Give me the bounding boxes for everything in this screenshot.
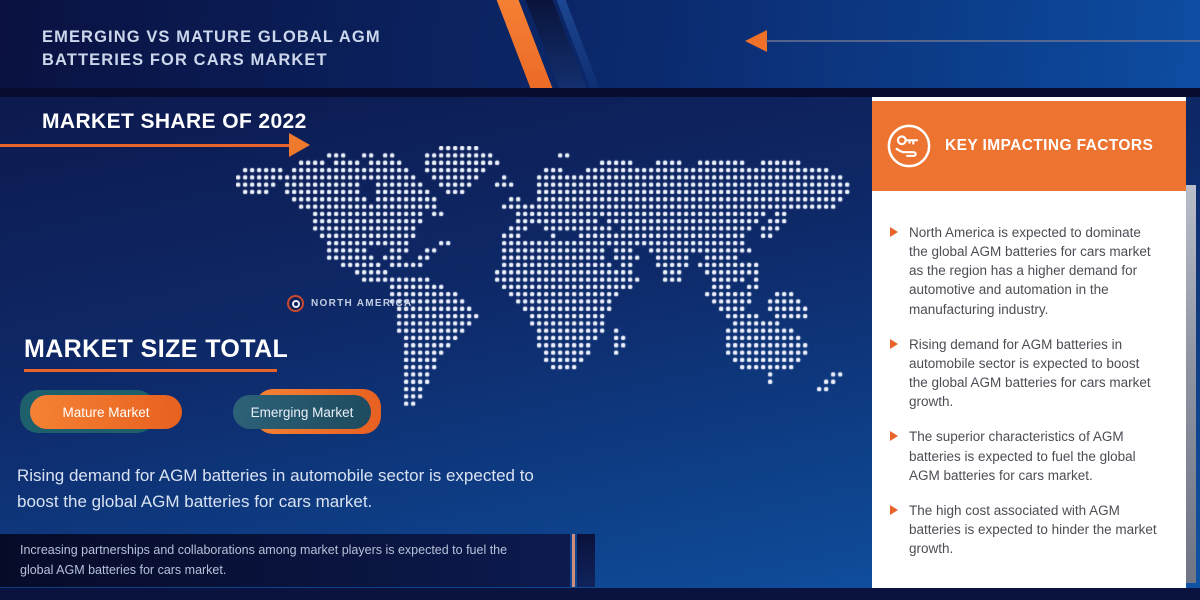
list-item: The superior characteristics of AGM batt… xyxy=(890,427,1160,484)
market-share-underline xyxy=(0,144,290,147)
market-share-heading: MARKET SHARE OF 2022 xyxy=(42,110,307,133)
bullet-triangle-icon xyxy=(890,338,898,349)
hand-holding-key-icon xyxy=(887,124,931,168)
mature-market-button[interactable]: Mature Market xyxy=(30,395,182,429)
header-rule-line xyxy=(766,40,1200,42)
target-ring-icon xyxy=(287,295,304,312)
left-arrow-icon xyxy=(745,30,767,52)
world-dot-map xyxy=(236,146,868,410)
header-bottom-strip xyxy=(0,88,1200,97)
list-item: North America is expected to dominate th… xyxy=(890,223,1160,319)
bullet-triangle-icon xyxy=(890,504,898,515)
region-label-text: NORTH AMERICA xyxy=(311,298,413,309)
bullet-triangle-icon xyxy=(890,227,898,237)
page-title-line1: EMERGING VS MATURE GLOBAL AGM xyxy=(42,28,381,46)
page-title-line2: BATTERIES FOR CARS MARKET xyxy=(42,51,328,70)
market-size-heading: MARKET SIZE TOTAL xyxy=(24,335,289,363)
panel-scrollbar[interactable] xyxy=(1186,185,1196,583)
region-label-north-america: NORTH AMERICA xyxy=(287,295,413,312)
market-size-underline xyxy=(24,369,277,372)
key-factors-list: North America is expected to dominate th… xyxy=(872,223,1186,574)
list-item: Rising demand for AGM batteries in autom… xyxy=(890,335,1160,412)
list-item: The high cost associated with AGM batter… xyxy=(890,501,1160,558)
bottom-strip xyxy=(0,588,1200,600)
key-factors-title: KEY IMPACTING FACTORS xyxy=(945,137,1154,154)
footer-note-box: Increasing partnerships and collaboratio… xyxy=(0,534,570,587)
footer-divider xyxy=(572,534,575,587)
page-title: EMERGING VS MATURE GLOBAL AGM BATTERIES … xyxy=(42,26,381,72)
footer-accent-box xyxy=(577,534,595,587)
market-size-description: Rising demand for AGM batteries in autom… xyxy=(17,466,534,511)
bullet-triangle-icon xyxy=(890,431,898,442)
header-banner: EMERGING VS MATURE GLOBAL AGM BATTERIES … xyxy=(0,0,1200,88)
key-factors-header: KEY IMPACTING FACTORS xyxy=(872,101,1186,191)
key-factors-panel: KEY IMPACTING FACTORS North America is e… xyxy=(872,97,1186,588)
emerging-market-button[interactable]: Emerging Market xyxy=(233,395,371,429)
footer-note-text: Increasing partnerships and collaboratio… xyxy=(20,543,508,577)
